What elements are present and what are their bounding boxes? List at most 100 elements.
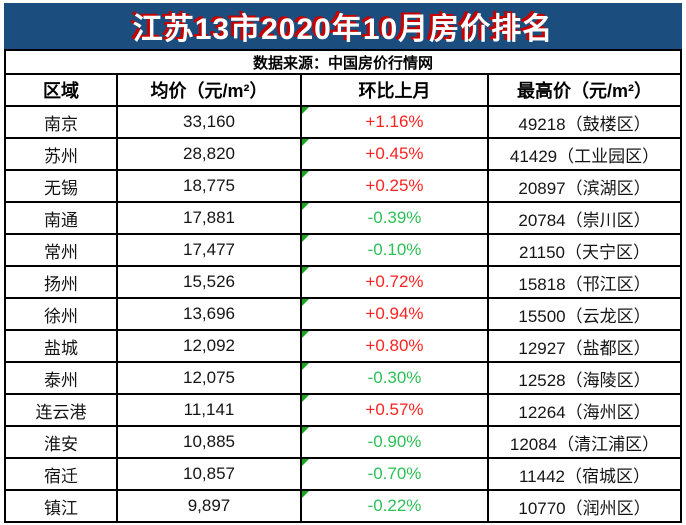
max-price-cell: 20897（滨湖区） (487, 169, 682, 203)
column-header-region: 区域 (4, 73, 118, 107)
column-header-mom-change: 环比上月 (300, 73, 489, 107)
mom-change-cell: +0.72% (300, 265, 489, 299)
avg-price-cell: 15,526 (116, 265, 302, 299)
price-ranking-table: 区域 均价（元/m²） 环比上月 最高价（元/m²） 南京 33,160 +1.16… (4, 73, 682, 523)
max-price-cell: 12528（海陵区） (487, 361, 682, 395)
mom-change-cell: -0.10% (300, 233, 489, 267)
table-row: 泰州 12,075 -0.30% 12528（海陵区） (4, 361, 682, 395)
mom-change-cell: -0.70% (300, 457, 489, 491)
region-cell: 泰州 (4, 361, 118, 395)
avg-price-cell: 11,141 (116, 393, 302, 427)
max-price-cell: 12084（清江浦区） (487, 425, 682, 459)
max-price-cell: 12264（海州区） (487, 393, 682, 427)
mom-change-cell: +0.57% (300, 393, 489, 427)
max-price-cell: 10770（润州区） (487, 489, 682, 523)
avg-price-cell: 28,820 (116, 137, 302, 171)
mom-change-value: +0.94% (365, 304, 424, 323)
avg-price-cell: 9,897 (116, 489, 302, 523)
mom-change-value: -0.10% (367, 240, 422, 259)
mom-change-value: +0.80% (365, 336, 424, 355)
mom-change-value: +0.57% (365, 400, 424, 419)
table-header-row: 区域 均价（元/m²） 环比上月 最高价（元/m²） (4, 73, 682, 107)
max-price-cell: 49218（鼓楼区） (487, 105, 682, 139)
max-price-cell: 15500（云龙区） (487, 297, 682, 331)
data-source-label: 数据来源：中国房价行情网 (252, 54, 433, 72)
mom-change-value: +0.25% (365, 176, 424, 195)
mom-change-value: +1.16% (365, 112, 424, 131)
table-row: 南通 17,881 -0.39% 20784（崇川区） (4, 201, 682, 235)
column-header-avg-price: 均价（元/m²） (116, 73, 302, 107)
mom-change-cell: +0.80% (300, 329, 489, 363)
region-cell: 常州 (4, 233, 118, 267)
mom-change-cell: +0.45% (300, 137, 489, 171)
mom-change-value: -0.70% (367, 464, 422, 483)
mom-change-cell: -0.30% (300, 361, 489, 395)
max-price-cell: 15818（邗江区） (487, 265, 682, 299)
avg-price-cell: 10,885 (116, 425, 302, 459)
max-price-cell: 11442（宿城区） (487, 457, 682, 491)
avg-price-cell: 12,075 (116, 361, 302, 395)
table-row: 常州 17,477 -0.10% 21150（天宁区） (4, 233, 682, 267)
column-header-max-price: 最高价（元/m²） (487, 73, 682, 107)
cell-flag-triangle-icon (303, 460, 309, 466)
region-cell: 南京 (4, 105, 118, 139)
cell-flag-triangle-icon (303, 140, 309, 146)
region-cell: 宿迁 (4, 457, 118, 491)
title-bar: 江苏13市2020年10月房价排名 (4, 3, 682, 49)
cell-flag-triangle-icon (303, 492, 309, 498)
mom-change-value: -0.39% (367, 208, 422, 227)
region-cell: 盐城 (4, 329, 118, 363)
cell-flag-triangle-icon (303, 108, 309, 114)
cell-flag-triangle-icon (303, 364, 309, 370)
cell-flag-triangle-icon (303, 396, 309, 402)
avg-price-cell: 12,092 (116, 329, 302, 363)
cell-flag-triangle-icon (303, 332, 309, 338)
cell-flag-triangle-icon (303, 300, 309, 306)
avg-price-cell: 10,857 (116, 457, 302, 491)
max-price-cell: 12927（盐都区） (487, 329, 682, 363)
table-row: 宿迁 10,857 -0.70% 11442（宿城区） (4, 457, 682, 491)
mom-change-cell: +1.16% (300, 105, 489, 139)
region-cell: 扬州 (4, 265, 118, 299)
mom-change-value: -0.22% (367, 496, 422, 515)
region-cell: 苏州 (4, 137, 118, 171)
table-row: 淮安 10,885 -0.90% 12084（清江浦区） (4, 425, 682, 459)
avg-price-cell: 17,881 (116, 201, 302, 235)
region-cell: 徐州 (4, 297, 118, 331)
cell-flag-triangle-icon (303, 236, 309, 242)
table-row: 苏州 28,820 +0.45% 41429（工业园区） (4, 137, 682, 171)
table-row: 徐州 13,696 +0.94% 15500（云龙区） (4, 297, 682, 331)
table-row: 盐城 12,092 +0.80% 12927（盐都区） (4, 329, 682, 363)
avg-price-cell: 18,775 (116, 169, 302, 203)
cell-flag-triangle-icon (303, 428, 309, 434)
max-price-cell: 20784（崇川区） (487, 201, 682, 235)
mom-change-cell: -0.90% (300, 425, 489, 459)
region-cell: 南通 (4, 201, 118, 235)
mom-change-cell: +0.94% (300, 297, 489, 331)
table-body: 南京 33,160 +1.16% 49218（鼓楼区） 苏州 28,820 +0.45% 41… (4, 105, 682, 523)
table-row: 镇江 9,897 -0.22% 10770（润州区） (4, 489, 682, 523)
mom-change-value: +0.45% (365, 144, 424, 163)
max-price-cell: 21150（天宁区） (487, 233, 682, 267)
avg-price-cell: 13,696 (116, 297, 302, 331)
cell-flag-triangle-icon (303, 172, 309, 178)
data-source-bar: 数据来源：中国房价行情网 (4, 49, 682, 73)
max-price-cell: 41429（工业园区） (487, 137, 682, 171)
avg-price-cell: 17,477 (116, 233, 302, 267)
mom-change-value: -0.30% (367, 368, 422, 387)
region-cell: 无锡 (4, 169, 118, 203)
region-cell: 镇江 (4, 489, 118, 523)
region-cell: 连云港 (4, 393, 118, 427)
cell-flag-triangle-icon (303, 268, 309, 274)
mom-change-cell: -0.39% (300, 201, 489, 235)
mom-change-value: -0.90% (367, 432, 422, 451)
table-row: 无锡 18,775 +0.25% 20897（滨湖区） (4, 169, 682, 203)
region-cell: 淮安 (4, 425, 118, 459)
mom-change-cell: +0.25% (300, 169, 489, 203)
table-row: 扬州 15,526 +0.72% 15818（邗江区） (4, 265, 682, 299)
avg-price-cell: 33,160 (116, 105, 302, 139)
mom-change-cell: -0.22% (300, 489, 489, 523)
table-row: 连云港 11,141 +0.57% 12264（海州区） (4, 393, 682, 427)
cell-flag-triangle-icon (303, 204, 309, 210)
mom-change-value: +0.72% (365, 272, 424, 291)
